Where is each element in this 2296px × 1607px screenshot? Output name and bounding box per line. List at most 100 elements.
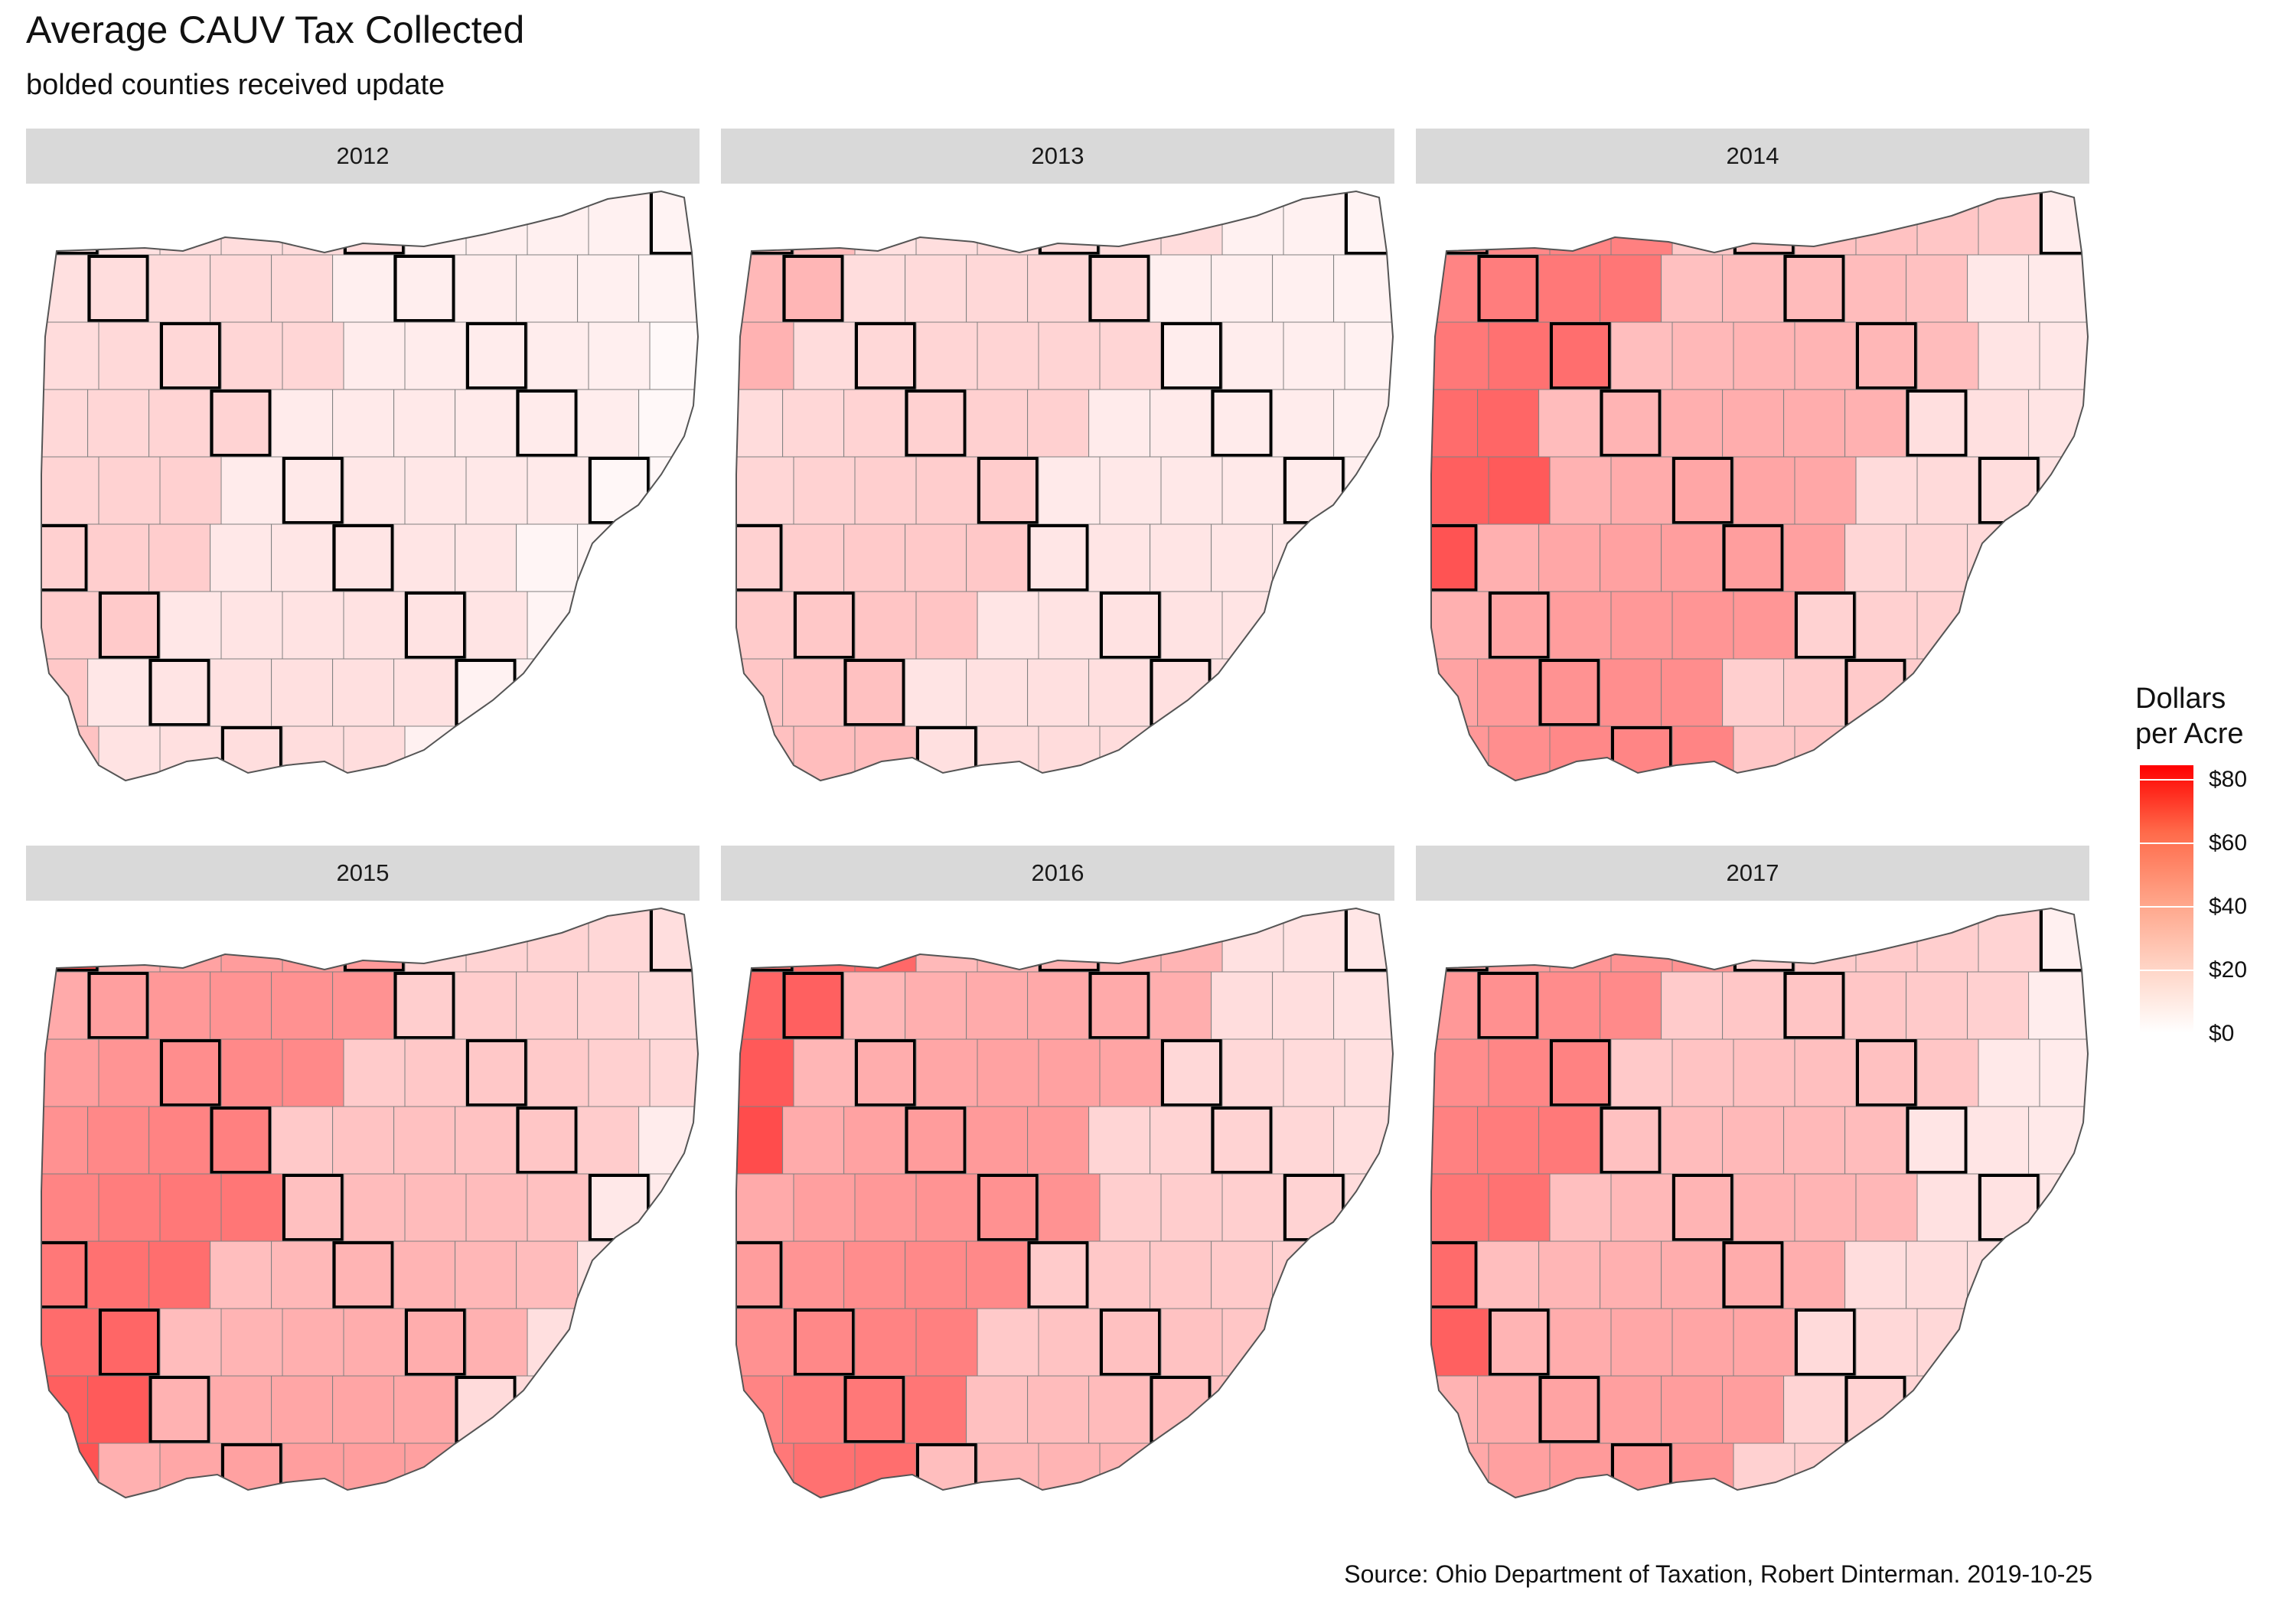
county-cell [332, 523, 395, 592]
county-cell [1211, 1240, 1274, 1309]
county-cell [1733, 725, 1795, 781]
updated-county-outline [650, 908, 698, 972]
county-cell [148, 254, 211, 323]
county-cell [41, 321, 99, 390]
county-cell [1549, 1308, 1612, 1377]
updated-county-outline [1477, 972, 1539, 1039]
county-cell [1844, 389, 1907, 458]
county-cell [1099, 1173, 1162, 1242]
county-cell [649, 1442, 698, 1498]
county-cell [41, 523, 89, 592]
county-cell [1722, 523, 1785, 592]
updated-county-outline [527, 726, 589, 781]
county-cell [1211, 971, 1274, 1040]
county-cell [588, 1038, 651, 1107]
county-cell [1477, 1106, 1540, 1175]
county-cell [1549, 908, 1612, 973]
county-cell [1431, 1308, 1489, 1377]
state-outline [735, 190, 1394, 782]
county-cell [638, 1240, 698, 1309]
county-cell [1027, 254, 1090, 323]
county-cell [1150, 523, 1212, 592]
county-cell [1916, 725, 1979, 781]
county-cell [516, 1375, 579, 1444]
county-cell [455, 523, 517, 592]
updated-county-outline [1088, 255, 1150, 322]
updated-county-outline [516, 390, 578, 457]
county-cell [455, 1240, 517, 1309]
updated-county-outline [332, 524, 394, 592]
county-cell [1344, 725, 1393, 781]
county-cell [1211, 254, 1274, 323]
county-cell [782, 254, 845, 323]
updated-county-outline [843, 659, 905, 726]
county-cell [41, 1308, 99, 1377]
updated-county-outline [1431, 1241, 1478, 1309]
county-cell [1150, 1375, 1212, 1444]
county-cell [220, 456, 283, 525]
county-cell [1272, 971, 1335, 1040]
county-cell [1038, 1173, 1101, 1242]
county-cell [343, 1173, 406, 1242]
county-cell [1221, 1038, 1284, 1107]
updated-county-outline [1906, 1107, 1968, 1174]
county-cell [1431, 725, 1489, 781]
updated-county-outline [1550, 322, 1611, 390]
county-cell [393, 523, 456, 592]
county-cell [159, 1038, 222, 1107]
county-cell [465, 1308, 528, 1377]
county-cell [87, 1106, 150, 1175]
county-cell [1733, 1038, 1795, 1107]
county-cell [577, 389, 640, 458]
county-cell [1221, 456, 1284, 525]
county-cell [1855, 725, 1918, 781]
county-cell [649, 908, 698, 973]
county-cell [1722, 658, 1785, 727]
county-cell [915, 725, 978, 781]
county-cell [1333, 389, 1393, 458]
county-cell [2039, 1308, 2088, 1377]
county-cell [736, 1038, 794, 1107]
county-cell [1488, 191, 1551, 256]
county-cell [1027, 1375, 1090, 1444]
county-cell [98, 1173, 161, 1242]
county-cell [1783, 1106, 1846, 1175]
county-cell [2039, 321, 2088, 390]
updated-county-outline [41, 524, 88, 592]
county-cell [1600, 1375, 1662, 1444]
county-cell [1844, 1106, 1907, 1175]
county-cell [1160, 1173, 1223, 1242]
county-cell [527, 1173, 589, 1242]
county-cell [1333, 1375, 1393, 1444]
county-cell [87, 254, 150, 323]
county-cell [1344, 191, 1393, 256]
county-cell [638, 389, 698, 458]
county-cell [1538, 1240, 1601, 1309]
updated-county-outline [1795, 592, 1856, 659]
county-cell [1661, 254, 1724, 323]
county-cell [1855, 908, 1918, 973]
county-cell [1221, 725, 1284, 781]
updated-county-outline [1795, 1309, 1856, 1376]
county-cell [1088, 971, 1151, 1040]
county-cell [1027, 971, 1090, 1040]
county-cell [404, 1442, 467, 1498]
county-cell [854, 1173, 917, 1242]
county-cell [1088, 658, 1151, 727]
county-cell [588, 1308, 651, 1377]
updated-county-outline [405, 1309, 466, 1376]
county-cell [649, 591, 698, 660]
county-cell [1978, 1308, 2040, 1377]
county-cell [1916, 321, 1979, 390]
county-cell [1916, 1308, 1979, 1377]
updated-county-outline [99, 592, 160, 659]
updated-county-outline [393, 255, 455, 322]
county-cells [41, 908, 698, 1498]
county-cell [1099, 725, 1162, 781]
county-cell [966, 1240, 1029, 1309]
county-cell [159, 456, 222, 525]
county-cell [1722, 254, 1785, 323]
county-cell [1160, 1308, 1223, 1377]
county-cell [1283, 725, 1345, 781]
county-cell [1488, 908, 1551, 973]
